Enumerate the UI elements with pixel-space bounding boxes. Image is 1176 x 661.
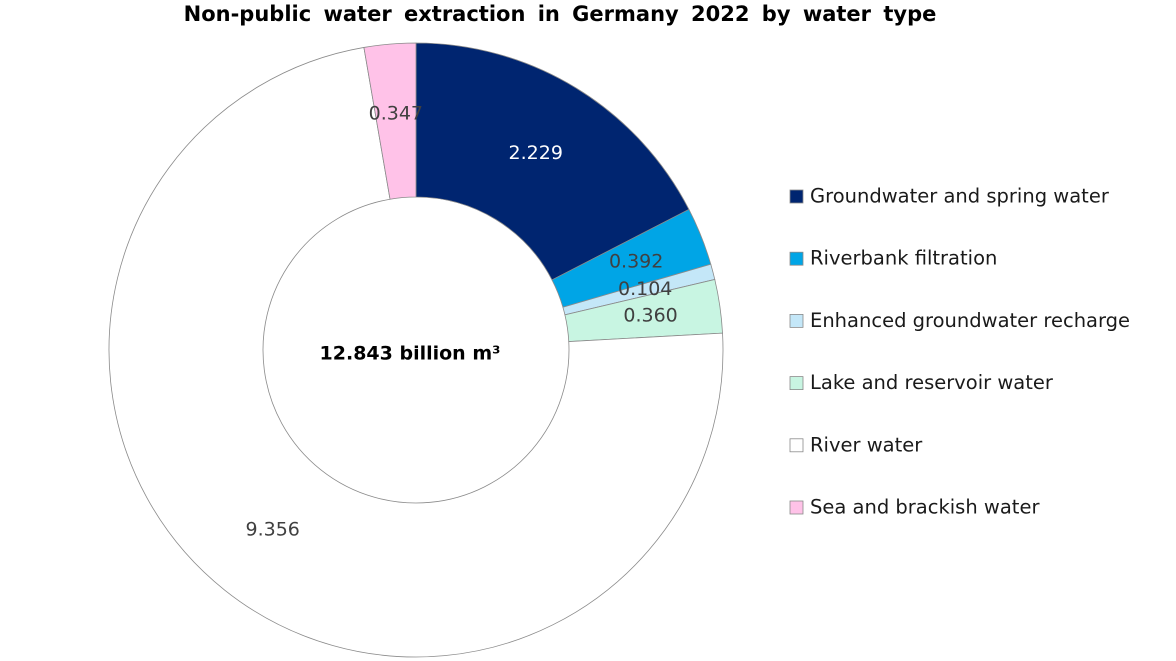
data-label: 9.356 [245,518,299,540]
legend-swatch [789,251,804,266]
data-label: 0.392 [609,251,663,273]
data-label: 0.347 [369,102,423,124]
legend-swatch [789,500,804,515]
chart-title: Non-public water extraction in Germany 2… [184,2,937,26]
legend-label: Enhanced groundwater recharge [810,309,1130,332]
legend-label: Riverbank filtration [810,247,997,270]
legend-swatch [789,438,804,453]
slices [108,42,724,658]
slice [363,42,417,200]
legend-label: Lake and reservoir water [810,371,1054,394]
slice [108,46,724,658]
data-label: 0.104 [618,278,672,300]
slice [415,42,690,281]
data-label: 2.229 [509,142,563,164]
center-label: 12.843 billion m³ [320,343,501,365]
data-label: 0.360 [623,305,677,327]
legend-label: Groundwater and spring water [810,185,1110,208]
legend-label: River water [810,433,923,456]
legend-label: Sea and brackish water [810,496,1040,519]
legend-swatch [789,376,804,391]
legend-swatch [789,189,804,204]
legend-swatch [789,313,804,328]
